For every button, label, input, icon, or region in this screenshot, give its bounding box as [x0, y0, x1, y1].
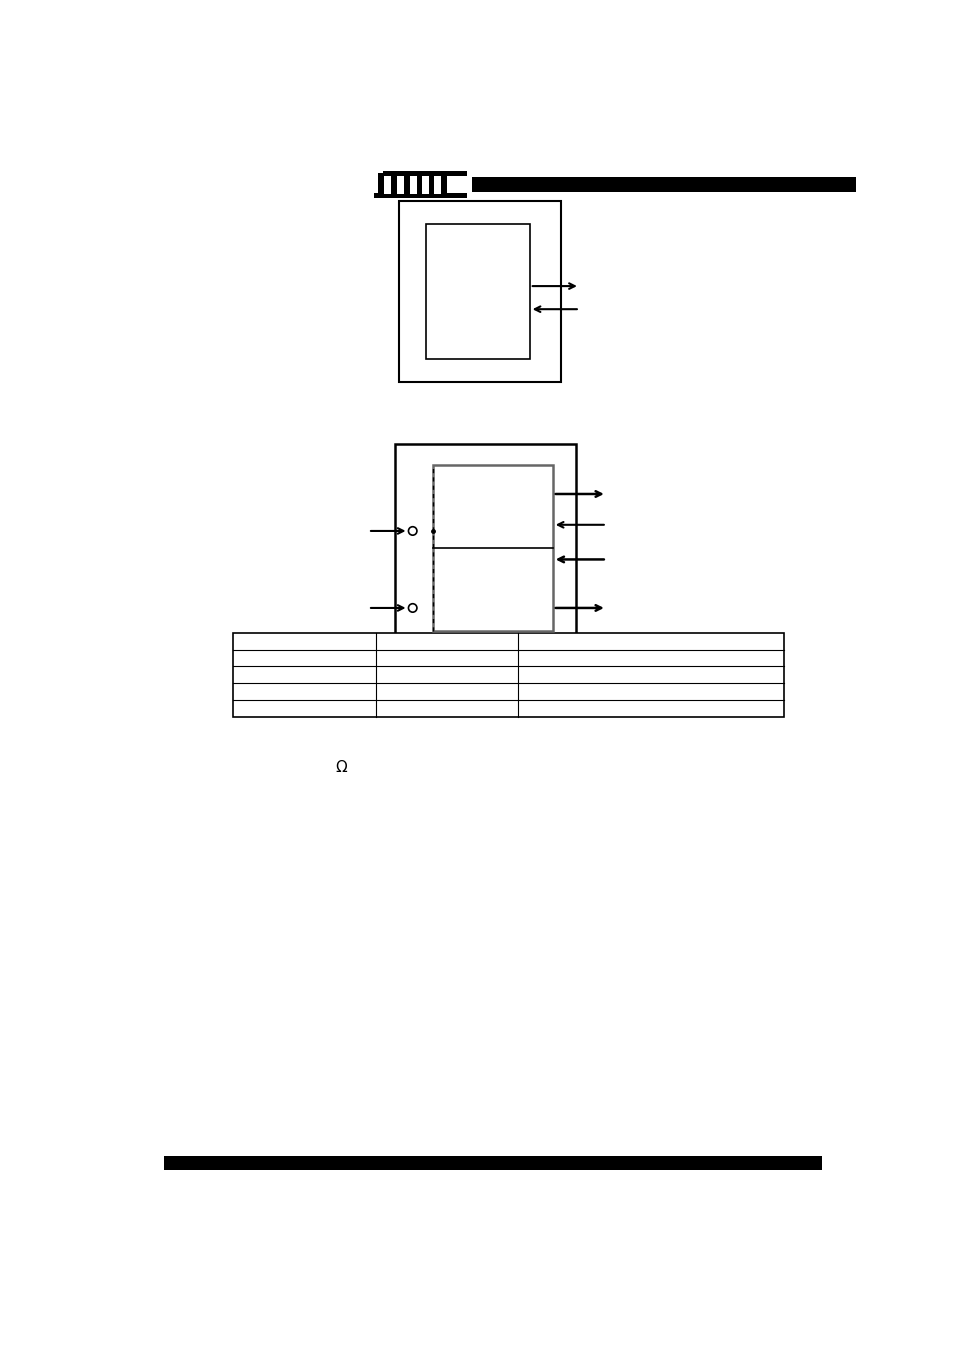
Circle shape [408, 604, 416, 612]
Bar [398, 201, 560, 382]
Text: Ω: Ω [335, 759, 347, 775]
Bar [233, 632, 783, 717]
Bar [383, 172, 466, 176]
Bar [164, 1156, 821, 1170]
Bar [433, 465, 552, 631]
Bar [440, 174, 446, 195]
Bar [395, 444, 576, 651]
Bar [472, 177, 863, 192]
Bar [403, 174, 409, 195]
Bar [384, 176, 391, 195]
Bar [425, 224, 529, 359]
Bar [416, 174, 421, 195]
Bar [377, 173, 384, 195]
Bar [409, 176, 416, 195]
Circle shape [408, 527, 416, 535]
Bar [428, 174, 434, 195]
Bar [421, 176, 429, 195]
Bar [434, 176, 440, 195]
Bar [374, 193, 466, 197]
Bar [391, 173, 396, 195]
Bar [396, 176, 404, 195]
